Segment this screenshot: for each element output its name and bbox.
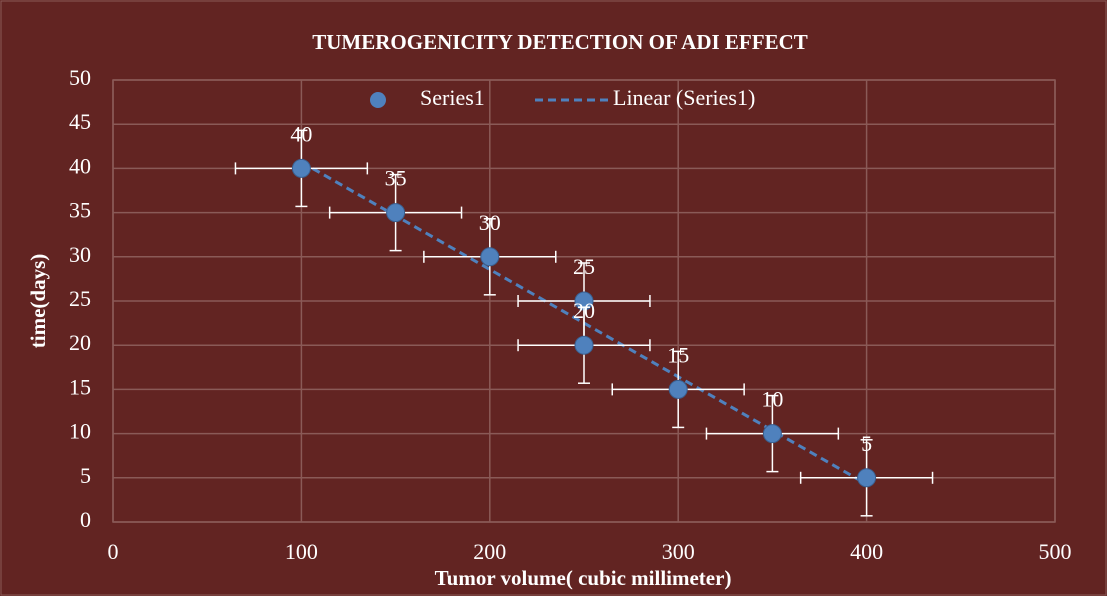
point — [480, 247, 500, 267]
data-label: 35 — [385, 166, 407, 191]
data-label: 30 — [479, 210, 501, 235]
chart-title: TUMEROGENICITY DETECTION OF ADI EFFECT — [312, 30, 808, 54]
point — [762, 424, 782, 444]
y-tick-label: 10 — [69, 419, 91, 444]
point — [291, 158, 311, 178]
x-tick-label: 500 — [1039, 539, 1072, 564]
y-tick-label: 45 — [69, 109, 91, 134]
point — [386, 203, 406, 223]
y-tick-label: 50 — [69, 65, 91, 90]
point — [668, 379, 688, 399]
data-label: 15 — [667, 342, 689, 367]
y-tick-label: 15 — [69, 374, 91, 399]
y-axis-label: time(days) — [26, 254, 50, 348]
y-tick-label: 35 — [69, 198, 91, 223]
x-tick-label: 400 — [850, 539, 883, 564]
x-tick-label: 0 — [108, 539, 119, 564]
y-tick-label: 0 — [80, 507, 91, 532]
legend-marker — [370, 92, 386, 108]
x-tick-label: 100 — [285, 539, 318, 564]
x-axis-label: Tumor volume( cubic millimeter) — [435, 566, 732, 590]
legend-label: Linear (Series1) — [613, 85, 755, 110]
point — [574, 335, 594, 355]
data-label: 40 — [290, 121, 312, 146]
legend-label: Series1 — [420, 85, 485, 110]
y-tick-label: 40 — [69, 153, 91, 178]
x-tick-label: 300 — [662, 539, 695, 564]
y-tick-label: 30 — [69, 242, 91, 267]
data-label: 25 — [573, 254, 595, 279]
plot-area — [112, 79, 1056, 523]
y-tick-label: 20 — [69, 330, 91, 355]
y-tick-label: 25 — [69, 286, 91, 311]
data-label: 20 — [573, 298, 595, 323]
data-label: 5 — [861, 431, 872, 456]
data-label: 10 — [761, 387, 783, 412]
y-tick-label: 5 — [80, 463, 91, 488]
x-tick-label: 200 — [473, 539, 506, 564]
point — [857, 468, 877, 488]
